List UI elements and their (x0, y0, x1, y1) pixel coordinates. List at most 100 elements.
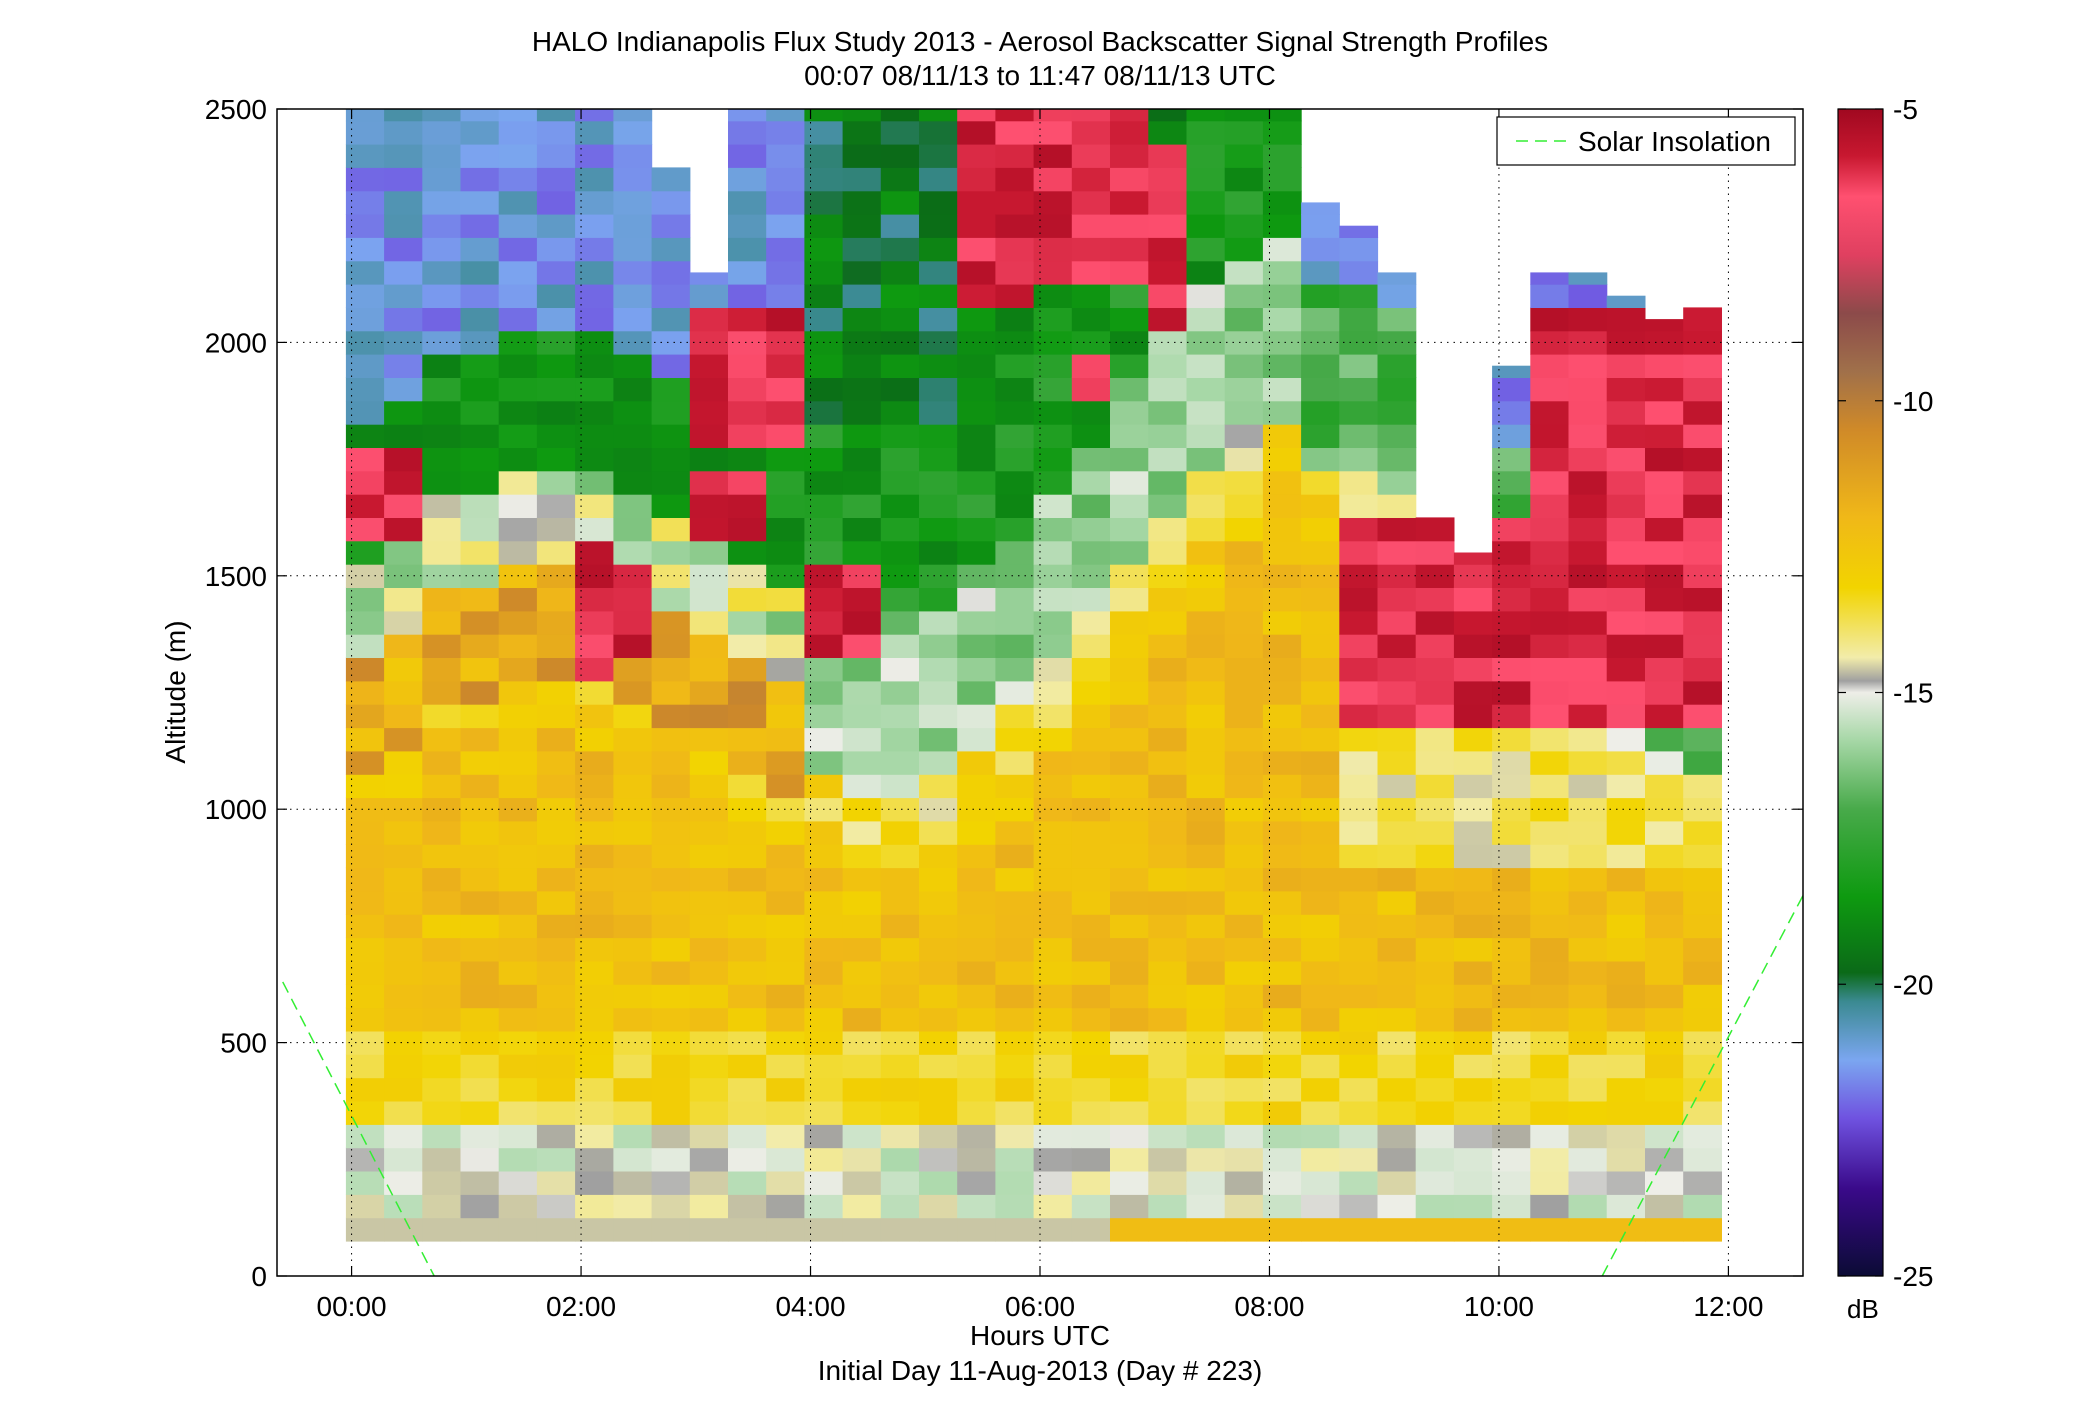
heatmap-cell (1186, 1124, 1226, 1149)
heatmap-cell (766, 144, 805, 168)
heatmap-cell (1033, 214, 1073, 238)
heatmap-cell (1301, 774, 1340, 799)
heatmap-cell (1568, 1171, 1608, 1195)
heatmap-cell (575, 1124, 614, 1149)
heatmap-cell (1033, 797, 1073, 822)
heatmap-cell (1415, 634, 1455, 658)
heatmap-cell (1453, 1101, 1493, 1125)
heatmap-cell (689, 272, 729, 285)
heatmap-cell (460, 447, 500, 472)
heatmap-cell (995, 284, 1035, 308)
heatmap-cell (536, 1171, 576, 1195)
heatmap-cell (880, 914, 920, 939)
heatmap-cell (1224, 1077, 1264, 1102)
heatmap-cell (1186, 1171, 1226, 1195)
heatmap-cell (345, 610, 385, 635)
heatmap-cell (460, 890, 500, 915)
heatmap-cell (1148, 1007, 1188, 1032)
heatmap-cell (384, 564, 423, 588)
heatmap-cell (1301, 820, 1340, 845)
heatmap-cell (1262, 307, 1302, 332)
heatmap-cell (1033, 587, 1073, 612)
heatmap-cell (689, 610, 729, 635)
heatmap-cell (995, 260, 1035, 285)
heatmap-cell (384, 190, 423, 215)
heatmap-cell (498, 424, 538, 448)
heatmap-cell (1224, 377, 1264, 402)
heatmap-cell (1301, 960, 1340, 985)
heatmap-cell (919, 844, 958, 869)
heatmap-cell (1683, 704, 1722, 729)
heatmap-cell (460, 657, 500, 682)
heatmap-cell (422, 470, 462, 495)
heatmap-cell (1224, 470, 1264, 495)
heatmap-cell (384, 1007, 423, 1032)
heatmap-cell (919, 914, 958, 939)
heatmap-cell (804, 260, 844, 285)
heatmap-cell (1377, 1101, 1417, 1125)
heatmap-cell (613, 237, 653, 262)
heatmap-cell (842, 1077, 882, 1102)
heatmap-cell (460, 820, 500, 845)
colorbar: -5-10-15-20-25 (1837, 94, 1933, 1292)
heatmap-cell (880, 307, 920, 332)
heatmap-cell (766, 774, 805, 799)
heatmap-cell (613, 844, 653, 869)
heatmap-cell (1453, 890, 1493, 915)
heatmap-cell (728, 1077, 767, 1102)
heatmap-cell (842, 284, 882, 308)
heatmap-cell (345, 634, 385, 658)
heatmap-cell (1530, 1007, 1570, 1032)
heatmap-cell (1262, 1101, 1302, 1125)
heatmap-cell (804, 1101, 844, 1125)
heatmap-cell (575, 704, 614, 729)
heatmap-cell (1415, 1054, 1455, 1079)
heatmap-cell (1530, 680, 1570, 705)
heatmap-cell (384, 704, 423, 729)
heatmap-cell (1148, 657, 1188, 682)
heatmap-cell (1492, 844, 1531, 869)
heatmap-cell (1262, 540, 1302, 565)
heatmap-cell (1645, 377, 1684, 402)
heatmap-cell (1568, 284, 1608, 308)
heatmap-cell (957, 610, 996, 635)
heatmap-cell (1415, 1077, 1455, 1102)
heatmap-cell (1148, 470, 1188, 495)
heatmap-cell (957, 564, 996, 588)
heatmap-cell (1071, 260, 1111, 285)
heatmap-cell (728, 937, 767, 962)
heatmap-cell (1071, 1147, 1111, 1172)
heatmap-cell (689, 494, 729, 518)
heatmap-cell (728, 1171, 767, 1195)
heatmap-cell (1110, 704, 1149, 729)
heatmap-cell (995, 167, 1035, 192)
y-tick-label: 1000 (205, 794, 267, 825)
heatmap-cell (1645, 960, 1684, 985)
heatmap-cell (1606, 1147, 1646, 1172)
heatmap-cell (1568, 610, 1608, 635)
heatmap-cell (1224, 1030, 1264, 1055)
heatmap-cell (689, 564, 729, 588)
heatmap-cell (1492, 890, 1531, 915)
heatmap-cell (613, 1217, 653, 1242)
heatmap-cell (919, 144, 958, 168)
heatmap-cell (575, 680, 614, 705)
heatmap-cell (1071, 330, 1111, 355)
heatmap-cell (575, 634, 614, 658)
heatmap-cell (804, 867, 844, 892)
heatmap-cell (1224, 307, 1264, 332)
heatmap-cell (1071, 774, 1111, 799)
heatmap-cell (1453, 820, 1493, 845)
heatmap-cell (613, 750, 653, 775)
heatmap-cell (1071, 144, 1111, 168)
heatmap-cell (1301, 377, 1340, 402)
heatmap-cell (1110, 494, 1149, 518)
heatmap-cell (536, 144, 576, 168)
heatmap-cell (804, 1007, 844, 1032)
colorbar-unit-label: dB (1847, 1294, 1879, 1324)
heatmap-cell (1606, 634, 1646, 658)
heatmap-cell (957, 1077, 996, 1102)
heatmap-cell (1186, 727, 1226, 752)
heatmap-cell (536, 424, 576, 448)
heatmap-cell (1530, 984, 1570, 1009)
